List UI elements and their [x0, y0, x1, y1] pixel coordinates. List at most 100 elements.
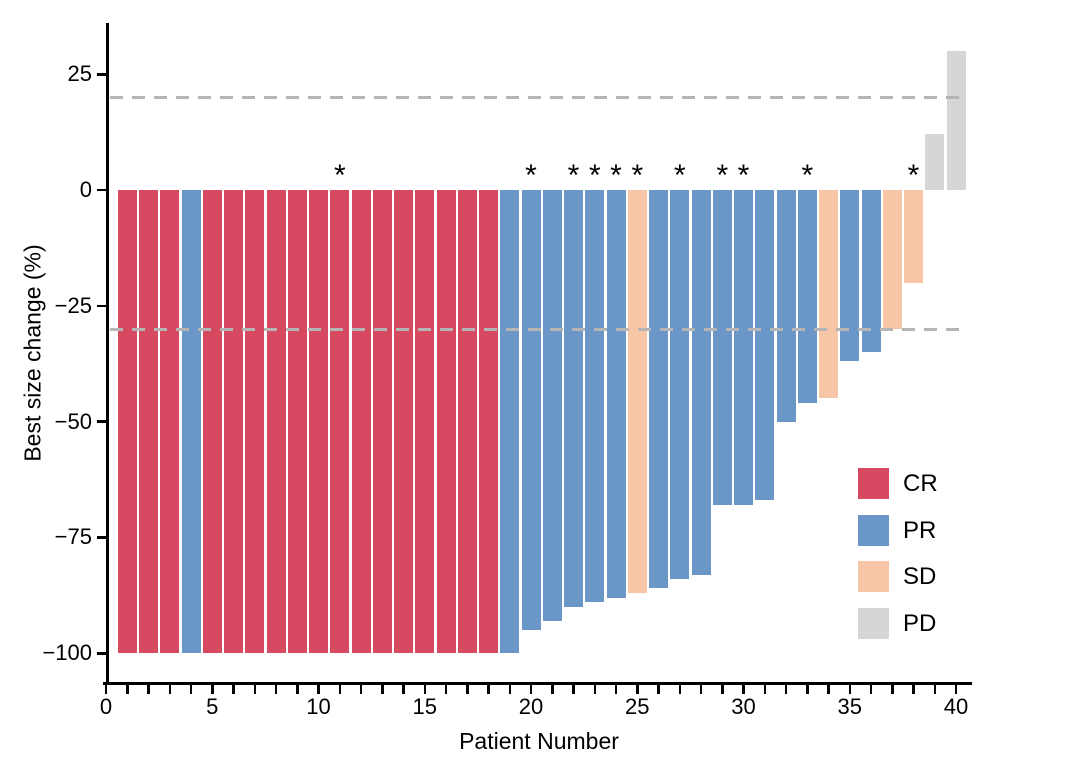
legend-label-sd: SD — [903, 563, 937, 591]
bar-patient-32 — [776, 190, 796, 422]
bar-patient-18 — [479, 190, 498, 654]
x-tick-27 — [678, 684, 681, 694]
y-tick-label--25: −25 — [54, 292, 92, 318]
x-tick-40 — [954, 684, 958, 694]
x-tick-19 — [508, 684, 511, 694]
significance-star-patient-23: * — [588, 159, 601, 192]
x-tick-18 — [487, 684, 490, 694]
significance-star-patient-25: * — [631, 159, 644, 192]
bar-patient-6 — [224, 190, 243, 654]
bar-patient-14 — [394, 190, 413, 654]
x-tick-15 — [423, 684, 426, 694]
legend: CR PR SD PD — [858, 468, 998, 643]
x-tick-29 — [721, 684, 724, 694]
bar-patient-20 — [521, 190, 541, 630]
legend-item-sd: SD — [858, 561, 998, 593]
y-tick--100 — [96, 652, 106, 655]
y-axis-title-text: Best size change (%) — [19, 244, 46, 462]
bar-patient-17 — [457, 190, 477, 654]
x-tick-32 — [784, 684, 788, 694]
x-tick-33 — [806, 684, 809, 694]
x-axis-title-text: Patient Number — [459, 728, 619, 754]
bar-patient-37 — [882, 190, 902, 329]
legend-swatch-pd — [858, 608, 889, 640]
x-tick-label-10: 10 — [306, 694, 331, 719]
x-tick-label-20: 20 — [518, 694, 544, 719]
bar-patient-21 — [542, 190, 562, 621]
significance-star-patient-11: * — [333, 159, 346, 192]
legend-item-pr: PR — [858, 514, 998, 546]
bar-patient-29 — [712, 190, 732, 505]
bar-patient-15 — [415, 190, 435, 654]
y-tick-label-25: 25 — [67, 61, 92, 87]
x-tick-16 — [444, 684, 448, 694]
bar-patient-28 — [691, 190, 711, 575]
bar-patient-3 — [160, 190, 180, 654]
bar-patient-30 — [734, 190, 753, 505]
x-tick-label-25: 25 — [625, 694, 650, 719]
reference-line-plus20 — [110, 95, 966, 99]
bar-patient-8 — [266, 190, 286, 654]
x-tick-37 — [891, 684, 894, 694]
reference-line-minus30 — [110, 327, 966, 331]
x-tick-39 — [933, 684, 936, 694]
y-axis-title: Best size change (%) — [20, 20, 46, 687]
bar-patient-11 — [330, 190, 350, 654]
x-tick-23 — [593, 684, 596, 694]
bar-patient-26 — [649, 190, 668, 589]
bar-patient-7 — [245, 190, 265, 654]
legend-label-cr: CR — [903, 470, 938, 497]
x-tick-0 — [104, 684, 108, 694]
x-tick-label-15: 15 — [412, 694, 438, 719]
x-tick-3 — [168, 684, 171, 694]
x-tick-38 — [912, 684, 915, 694]
x-tick-10 — [317, 684, 320, 694]
x-tick-12 — [359, 684, 363, 694]
y-tick--75 — [96, 536, 106, 539]
x-tick-25 — [636, 684, 639, 694]
x-tick-20 — [529, 684, 533, 694]
y-tick-0 — [96, 188, 106, 192]
significance-star-patient-20: * — [525, 159, 537, 192]
bar-patient-22 — [564, 190, 583, 607]
legend-swatch-sd — [858, 561, 889, 593]
significance-star-patient-29: * — [716, 159, 729, 192]
y-axis-line — [105, 23, 109, 685]
bar-patient-12 — [351, 190, 371, 654]
x-tick-2 — [147, 684, 150, 694]
bar-patient-33 — [797, 190, 817, 404]
bar-patient-31 — [755, 190, 775, 501]
x-tick-11 — [338, 684, 341, 694]
x-tick-1 — [126, 684, 129, 694]
legend-swatch-cr — [858, 468, 889, 499]
x-tick-8 — [274, 684, 278, 694]
x-tick-4 — [189, 684, 193, 694]
bar-patient-36 — [861, 190, 881, 353]
legend-item-cr: CR — [858, 468, 998, 499]
y-tick-label-0: 0 — [79, 177, 92, 202]
bar-patient-39 — [925, 134, 945, 190]
x-tick-22 — [572, 684, 575, 694]
x-tick-30 — [742, 684, 745, 694]
legend-swatch-pr — [858, 514, 889, 546]
y-tick-label--50: −50 — [54, 408, 92, 434]
x-axis-title: Patient Number — [389, 728, 689, 754]
bar-patient-13 — [372, 190, 392, 654]
y-tick--25 — [96, 304, 106, 308]
bar-patient-24 — [606, 190, 626, 598]
x-tick-13 — [381, 684, 384, 694]
significance-star-patient-38: * — [907, 159, 920, 192]
bar-patient-23 — [585, 190, 605, 603]
x-tick-label-30: 30 — [731, 694, 756, 719]
legend-item-pd: PD — [858, 608, 998, 640]
x-tick-34 — [827, 684, 830, 694]
bar-patient-10 — [309, 190, 328, 654]
x-tick-6 — [232, 684, 235, 694]
bar-patient-2 — [139, 190, 158, 654]
significance-star-patient-24: * — [610, 159, 622, 192]
legend-label-pr: PR — [903, 516, 937, 544]
x-axis-line — [103, 681, 972, 685]
bar-patient-35 — [840, 190, 860, 362]
bar-patient-25 — [627, 190, 647, 593]
